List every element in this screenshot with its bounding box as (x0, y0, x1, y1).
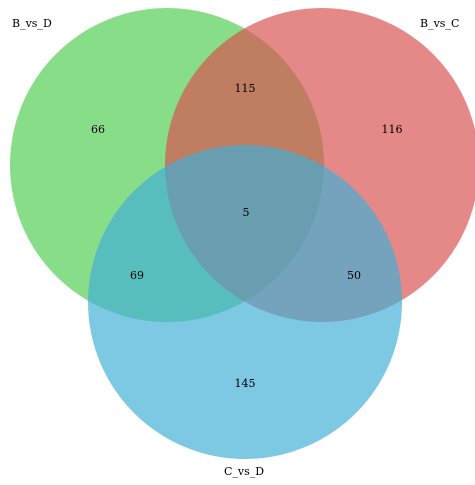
count-b-vs-d-and-b-vs-c: 115 (235, 82, 256, 95)
set-label-c-vs-d: C_vs_D (224, 465, 264, 478)
set-label-b-vs-d: B_vs_D (12, 17, 52, 30)
count-only-b-vs-d: 66 (91, 123, 105, 136)
count-b-vs-c-and-c-vs-d: 50 (347, 269, 361, 282)
count-only-b-vs-c: 116 (382, 123, 403, 136)
count-only-c-vs-d: 145 (235, 377, 256, 390)
count-b-vs-d-and-c-vs-d: 69 (130, 269, 144, 282)
count-all-three: 5 (243, 206, 250, 219)
circle-c-vs-d (88, 145, 402, 459)
set-label-b-vs-c: B_vs_C (420, 17, 459, 30)
